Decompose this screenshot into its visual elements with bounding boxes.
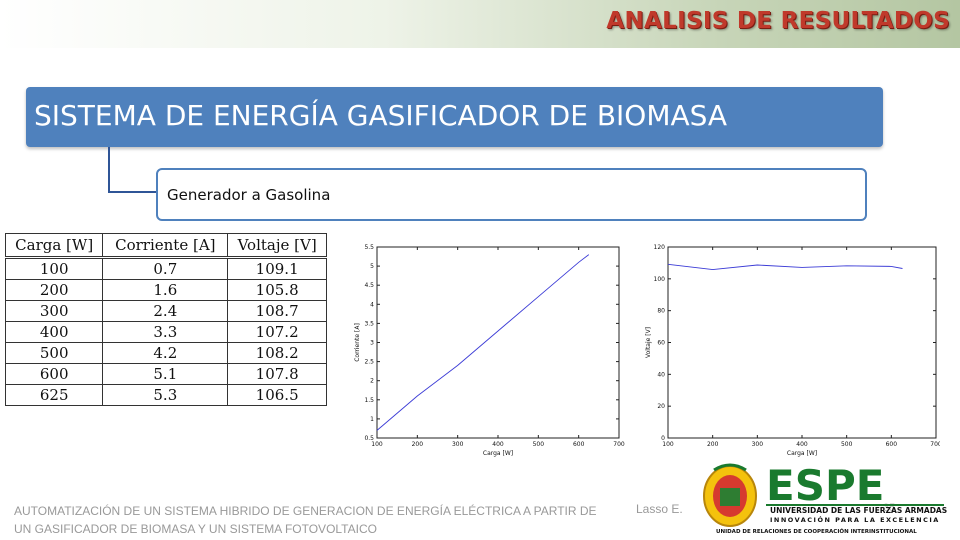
table-cell: 105.8 <box>227 279 327 301</box>
table-cell: 4.2 <box>102 342 229 364</box>
current-vs-load-chart: 100 200 300 400 500 600 700 0.5 1 1.5 2 2.5 3 3.5 4 4.5… <box>354 244 625 457</box>
x-tick-label: 600 <box>886 441 898 448</box>
table-row: 400 3.3 107.2 <box>4 321 327 343</box>
y-tick-label: 2 <box>370 378 374 385</box>
plot-frame <box>376 246 620 439</box>
espe-logo: ESPE UNIVERSIDAD DE LAS FUERZAS ARMADAS … <box>703 461 947 535</box>
voltage-vs-load-chart: 100 200 300 400 500 600 700 0 20 40 60 80 100 120 Carg… <box>645 244 940 457</box>
footer-title: AUTOMATIZACIÓN DE UN SISTEMA HIBRIDO DE … <box>14 504 597 536</box>
x-tick-label: 100 <box>371 441 383 448</box>
y-axis-label: Voltaje [V] <box>645 327 652 358</box>
subsection-label: Generador a Gasolina <box>167 186 331 204</box>
coat-of-arms-icon <box>703 463 757 527</box>
table-cell: 108.2 <box>227 342 327 364</box>
x-tick-label: 500 <box>533 441 545 448</box>
table-cell: 107.2 <box>227 321 327 343</box>
x-tick-label: 500 <box>841 441 853 448</box>
connector-line <box>108 191 162 193</box>
x-axis-label: Carga [W] <box>483 450 513 457</box>
y-tick-label: 1.5 <box>364 397 374 404</box>
y-tick-label: 60 <box>657 340 665 347</box>
y-tick-label: 5.5 <box>364 244 374 251</box>
y-axis-label: Corriente [A] <box>354 323 361 362</box>
table-cell: 2.4 <box>102 300 229 322</box>
table-row: 200 1.6 105.8 <box>4 279 327 301</box>
table-cell: 5.3 <box>102 384 229 406</box>
plot-frame <box>667 246 937 439</box>
table-cell: 5.1 <box>102 363 229 385</box>
x-tick-label: 300 <box>452 441 464 448</box>
table-cell: 600 <box>4 363 104 385</box>
y-tick-label: 20 <box>657 403 665 410</box>
x-tick-label: 200 <box>412 441 424 448</box>
logo-divider <box>766 504 944 506</box>
table-cell: 1.6 <box>102 279 229 301</box>
x-tick-label: 300 <box>752 441 764 448</box>
table-row: 625 5.3 106.5 <box>4 384 327 406</box>
table-cell: 109.1 <box>227 257 327 280</box>
y-tick-label: 3.5 <box>364 320 374 327</box>
table-row: 100 0.7 109.1 <box>4 257 327 280</box>
x-tick-label: 700 <box>613 441 625 448</box>
logo-line1: UNIVERSIDAD DE LAS FUERZAS ARMADAS <box>770 506 947 515</box>
y-tick-label: 0 <box>661 435 665 442</box>
table-cell: 200 <box>4 279 104 301</box>
author-name: Lasso E. <box>636 502 683 516</box>
table-cell: 300 <box>4 300 104 322</box>
table-cell: 625 <box>4 384 104 406</box>
y-tick-label: 4 <box>370 301 374 308</box>
table-row: 600 5.1 107.8 <box>4 363 327 385</box>
table-row: 300 2.4 108.7 <box>4 300 327 322</box>
y-tick-label: 1 <box>370 416 374 423</box>
column-header: Corriente [A] <box>102 233 229 259</box>
table-cell: 400 <box>4 321 104 343</box>
table-header-row: Carga [W] Corriente [A] Voltaje [V] <box>4 233 327 259</box>
x-tick-label: 400 <box>492 441 504 448</box>
table-cell: 3.3 <box>102 321 229 343</box>
column-header: Carga [W] <box>4 233 104 259</box>
y-tick-label: 100 <box>654 276 666 283</box>
table-row: 500 4.2 108.2 <box>4 342 327 364</box>
y-tick-label: 80 <box>657 308 665 315</box>
logo-line2: INNOVACIÓN PARA LA EXCELENCIA <box>770 515 940 524</box>
series-line <box>667 263 903 271</box>
y-tick-label: 0.5 <box>364 435 374 442</box>
connector-line <box>108 147 110 193</box>
y-tick-label: 40 <box>657 371 665 378</box>
table-cell: 500 <box>4 342 104 364</box>
logo-brand: ESPE <box>766 461 884 510</box>
x-tick-label: 200 <box>707 441 719 448</box>
y-tick-label: 3 <box>370 340 374 347</box>
y-tick-label: 4.5 <box>364 282 374 289</box>
table-cell: 0.7 <box>102 257 229 280</box>
table-cell: 107.8 <box>227 363 327 385</box>
results-table: Carga [W] Corriente [A] Voltaje [V] 100 … <box>4 233 327 406</box>
subsection-box: Generador a Gasolina <box>156 168 867 221</box>
series-line <box>376 254 590 431</box>
x-tick-label: 700 <box>930 441 940 448</box>
y-tick-label: 120 <box>654 244 666 251</box>
table-cell: 106.5 <box>227 384 327 406</box>
x-tick-label: 600 <box>573 441 585 448</box>
header-band <box>0 0 960 48</box>
slide-title: ANALISIS DE RESULTADOS <box>606 8 950 34</box>
y-tick-label: 2.5 <box>364 359 374 366</box>
x-tick-label: 100 <box>662 441 674 448</box>
x-tick-label: 400 <box>796 441 808 448</box>
y-tick-label: 5 <box>370 263 374 270</box>
banner-title: SISTEMA DE ENERGÍA GASIFICADOR DE BIOMAS… <box>34 99 728 132</box>
table-cell: 100 <box>4 257 104 280</box>
x-axis-label: Carga [W] <box>787 450 817 457</box>
logo-line3: UNIDAD DE RELACIONES DE COOPERACIÓN INTE… <box>716 528 917 535</box>
section-banner: SISTEMA DE ENERGÍA GASIFICADOR DE BIOMAS… <box>26 87 883 147</box>
column-header: Voltaje [V] <box>227 233 327 259</box>
table-cell: 108.7 <box>227 300 327 322</box>
